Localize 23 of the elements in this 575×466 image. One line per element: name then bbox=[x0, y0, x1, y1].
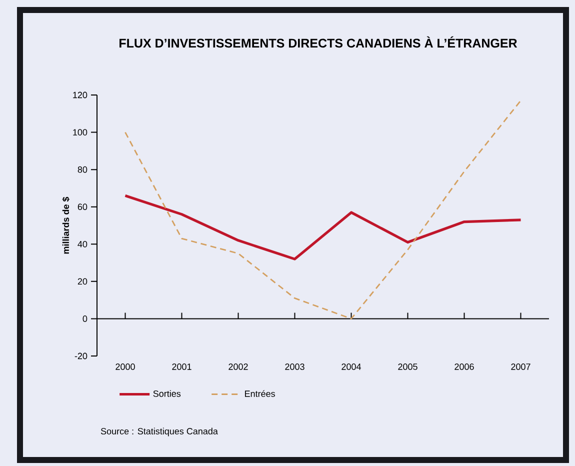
y-tick-label: 80 bbox=[78, 166, 88, 173]
y-tick-label: 100 bbox=[73, 129, 88, 136]
y-tick-label: 60 bbox=[78, 204, 88, 210]
y-tick-label: 20 bbox=[78, 278, 88, 285]
x-tick-label: 2005 bbox=[398, 364, 418, 370]
x-tick-label: 2006 bbox=[454, 364, 474, 370]
y-tick-label: 40 bbox=[78, 240, 88, 248]
y-tick-label: 0 bbox=[82, 316, 88, 322]
x-tick-label: 2007 bbox=[511, 364, 530, 370]
line-series bbox=[124, 100, 522, 320]
legend-label: Sorties bbox=[153, 390, 181, 397]
y-tick-label: 120 bbox=[73, 92, 88, 98]
x-tick-label: 2002 bbox=[228, 364, 248, 370]
x-tick-label: 2000 bbox=[116, 364, 135, 370]
line-series bbox=[124, 194, 522, 260]
x-tick-label: 2003 bbox=[285, 364, 304, 370]
source-note: Source : Statistiques Canada bbox=[100, 428, 218, 436]
chart-title: FLUX D’INVESTISSEMENTS DIRECTS CANADIENS À L’ÉTRANGER bbox=[120, 36, 518, 48]
x-tick-label: 2004 bbox=[342, 364, 361, 370]
y-tick-label: -20 bbox=[74, 352, 88, 360]
y-axis-title: milliards de $ bbox=[62, 196, 70, 254]
legend-label: Entrées bbox=[245, 390, 275, 397]
x-tick-label: 2001 bbox=[172, 364, 192, 370]
